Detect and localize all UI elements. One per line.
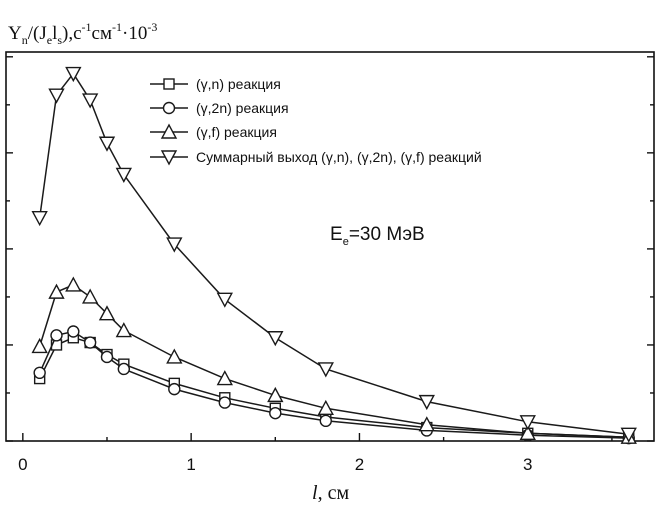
energy-annotation: Ee=30 МэВ bbox=[330, 224, 425, 248]
series-line-triangle-down bbox=[38, 72, 629, 436]
plot-frame bbox=[5, 51, 655, 442]
data-point-triangle-down bbox=[317, 362, 334, 378]
series-layer bbox=[31, 66, 637, 445]
data-point-triangle-up bbox=[31, 337, 48, 354]
data-point-triangle-down bbox=[216, 292, 233, 308]
legend: (γ,n) реакция (γ,2n) реакция (γ,f) реакц… bbox=[150, 76, 482, 166]
x-tick-label: 3 bbox=[523, 455, 532, 474]
data-point-triangle-up bbox=[267, 386, 284, 403]
legend-item-gamma-f: (γ,f) реакция bbox=[150, 123, 277, 140]
series-circle bbox=[33, 325, 635, 445]
series-line-circle bbox=[39, 330, 629, 439]
axis-ticks bbox=[6, 56, 654, 442]
data-point-circle bbox=[100, 350, 114, 364]
data-point-triangle-up bbox=[98, 305, 116, 321]
x-tick-label: 2 bbox=[355, 455, 364, 474]
data-point-triangle-down bbox=[48, 88, 65, 104]
legend-label-gamma-n: (γ,n) реакция bbox=[196, 76, 281, 92]
data-point-triangle-up bbox=[65, 276, 82, 292]
data-point-circle bbox=[168, 382, 181, 396]
data-point-triangle-down bbox=[31, 210, 48, 227]
data-point-triangle-down bbox=[519, 415, 536, 431]
data-point-triangle-down bbox=[98, 136, 116, 152]
data-point-triangle-down bbox=[418, 394, 435, 411]
data-point-triangle-down bbox=[65, 66, 82, 83]
data-point-circle bbox=[67, 325, 80, 338]
data-point-circle bbox=[269, 406, 282, 420]
data-point-circle bbox=[218, 396, 232, 409]
data-point-triangle-down bbox=[115, 167, 132, 183]
data-point-triangle-up bbox=[166, 348, 183, 364]
data-point-circle bbox=[117, 362, 131, 376]
data-point-triangle-down bbox=[267, 331, 284, 347]
x-tick-label: 1 bbox=[186, 455, 195, 474]
y-axis-label: Yn/(Jels),с-1см-1·10-3 bbox=[8, 20, 157, 47]
data-point-triangle-down bbox=[166, 237, 183, 253]
data-point-triangle-up bbox=[115, 322, 132, 338]
legend-item-gamma-n: (γ,n) реакция bbox=[150, 76, 281, 92]
legend-item-gamma-2n: (γ,2n) реакция bbox=[150, 100, 289, 116]
legend-label-sum: Суммарный выход (γ,n), (γ,2n), (γ,f) реа… bbox=[196, 149, 482, 165]
data-point-triangle-up bbox=[418, 416, 435, 432]
legend-item-sum: Суммарный выход (γ,n), (γ,2n), (γ,f) реа… bbox=[150, 149, 482, 166]
data-point-triangle-up bbox=[48, 283, 65, 299]
series-square bbox=[33, 332, 635, 443]
legend-label-gamma-2n: (γ,2n) реакция bbox=[196, 100, 289, 116]
series-triangle-up bbox=[31, 276, 637, 444]
legend-label-gamma-f: (γ,f) реакция bbox=[196, 124, 277, 140]
data-point-triangle-down bbox=[81, 93, 99, 109]
series-triangle-down bbox=[31, 66, 637, 443]
data-point-triangle-up bbox=[81, 288, 99, 304]
data-point-circle bbox=[319, 414, 332, 428]
data-point-triangle-up bbox=[519, 424, 536, 441]
data-point-triangle-down bbox=[620, 427, 637, 443]
data-point-circle bbox=[83, 336, 97, 349]
x-tick-label: 0 bbox=[18, 455, 27, 474]
x-axis-label: l, см bbox=[312, 482, 349, 504]
data-point-circle bbox=[50, 329, 63, 342]
data-point-triangle-up bbox=[317, 399, 334, 416]
x-tick-labels: 0 1 2 3 bbox=[18, 455, 532, 474]
data-point-triangle-up bbox=[216, 370, 233, 386]
data-point-circle bbox=[33, 366, 46, 380]
